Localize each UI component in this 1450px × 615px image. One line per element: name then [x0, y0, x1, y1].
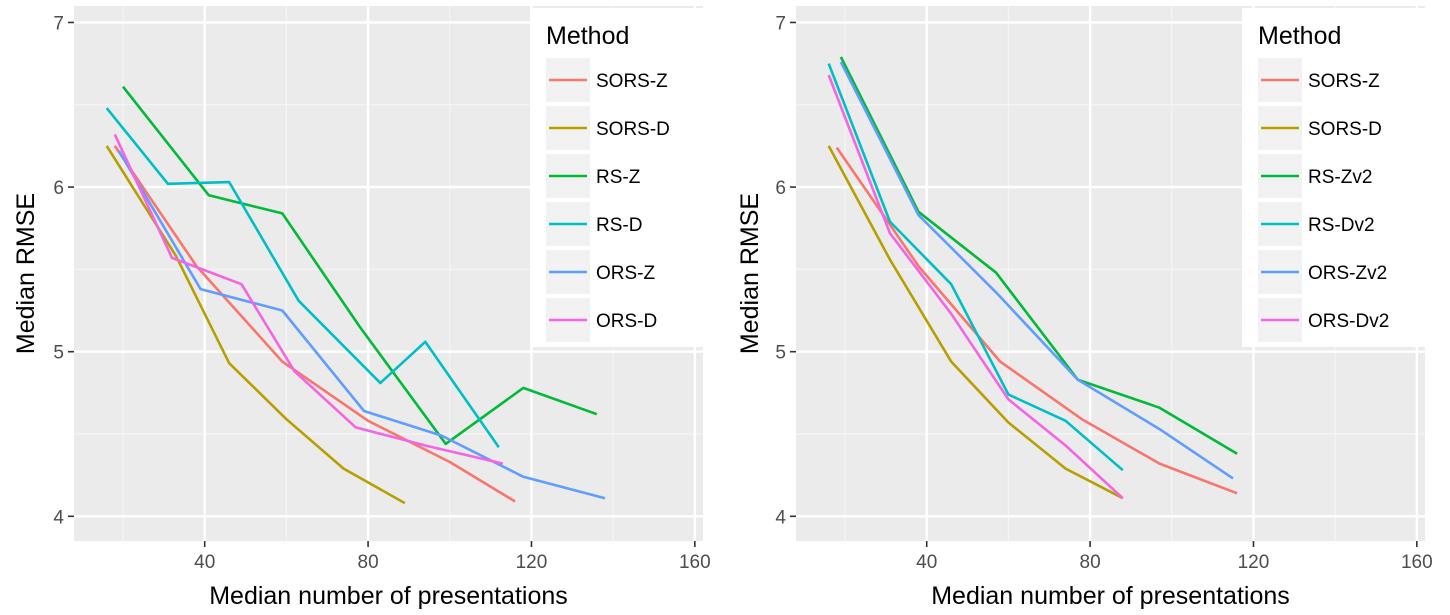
y-tick-label: 4	[775, 507, 786, 528]
y-axis-title: Median RMSE	[12, 193, 40, 354]
legend-label: RS-Dv2	[1308, 215, 1375, 236]
legend-label: SORS-D	[596, 119, 670, 140]
legend: Method SORS-Z SORS-D RS-Z RS-D ORS-Z ORS-D	[530, 8, 705, 347]
y-tick-label: 7	[775, 13, 786, 34]
legend-label: ORS-Zv2	[1308, 263, 1387, 284]
legend-title: Method	[1258, 22, 1341, 50]
legend-label: ORS-D	[596, 311, 657, 332]
series-line-rs-z	[121, 85, 598, 446]
series-line-ors-zv2	[839, 61, 1234, 480]
legend: Method SORS-Z SORS-D RS-Zv2 RS-Dv2 ORS-Zv2 ORS…	[1242, 8, 1425, 347]
series-line-rs-d	[105, 107, 500, 448]
x-tick-label: 80	[358, 552, 379, 573]
x-tick-label: 120	[516, 552, 548, 573]
legend-label: SORS-Z	[1308, 71, 1380, 92]
x-tick-label: 160	[679, 552, 711, 573]
legend-title: Method	[546, 22, 629, 50]
series-line-rs-dv2	[827, 63, 1124, 472]
y-tick-label: 7	[53, 13, 64, 34]
legend-label: RS-Z	[596, 167, 641, 188]
y-tick-label: 5	[53, 343, 64, 364]
legend-label: SORS-D	[1308, 119, 1382, 140]
x-tick-label: 160	[1401, 552, 1433, 573]
series-line-rs-zv2	[839, 56, 1238, 455]
legend-label: SORS-Z	[596, 71, 668, 92]
y-tick-label: 6	[775, 178, 786, 199]
legend-label: RS-Zv2	[1308, 167, 1372, 188]
y-axis-title: Median RMSE	[736, 193, 764, 354]
legend-label: ORS-Dv2	[1308, 311, 1389, 332]
legend-label: RS-D	[596, 215, 642, 236]
series-line-sors-d	[827, 145, 1124, 500]
y-tick-label: 4	[53, 507, 64, 528]
right-chart-panel: 40 80 120 160 4 5 6 7 Median number of presentat…	[736, 6, 1433, 610]
series-line-sors-d	[105, 145, 406, 505]
left-chart-panel: 40 80 120 160 4 5 6 7 Median number of presentat…	[12, 6, 711, 610]
x-axis-title: Median number of presentations	[931, 582, 1290, 610]
x-tick-label: 80	[1080, 552, 1101, 573]
series-line-sors-z	[835, 146, 1238, 495]
series-line-ors-d	[113, 133, 504, 465]
x-tick-label: 40	[916, 552, 937, 573]
series-line-ors-z	[117, 150, 606, 500]
y-tick-label: 5	[775, 343, 786, 364]
y-tick-label: 6	[53, 178, 64, 199]
series-line-sors-z	[113, 145, 516, 503]
series-line-ors-dv2	[827, 74, 1124, 500]
legend-label: ORS-Z	[596, 263, 656, 284]
x-tick-label: 120	[1238, 552, 1270, 573]
x-tick-label: 40	[194, 552, 215, 573]
x-axis-title: Median number of presentations	[209, 582, 568, 610]
